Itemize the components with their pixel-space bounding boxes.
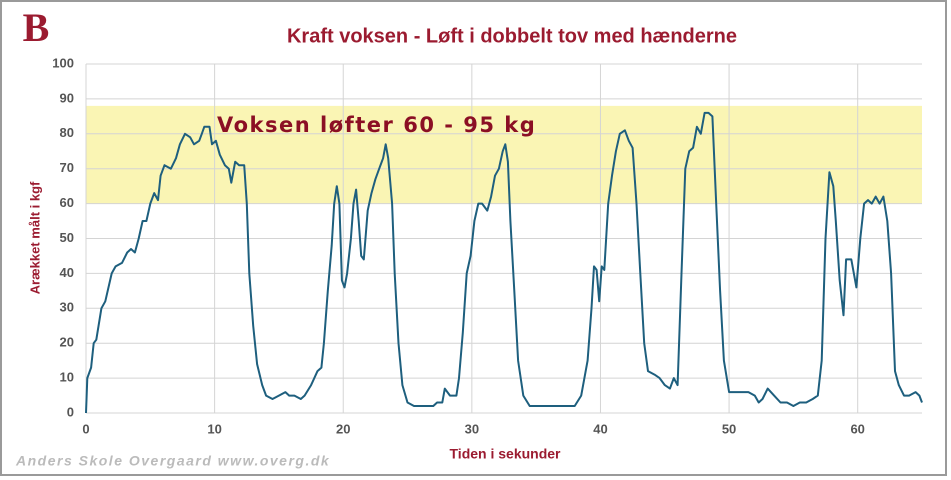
chart-title: Kraft voksen - Løft i dobbelt tov med hæ… bbox=[287, 25, 737, 47]
y-tick-label: 90 bbox=[60, 90, 74, 105]
footer: Anders Skole Overgaard www.overg.dk bbox=[15, 453, 330, 469]
y-tick-label: 40 bbox=[60, 265, 74, 280]
y-tick-label: 30 bbox=[60, 300, 74, 315]
y-tick-label: 70 bbox=[60, 160, 74, 175]
x-tick-label: 30 bbox=[465, 421, 479, 436]
y-tick-label: 10 bbox=[60, 370, 74, 385]
x-axis-label: Tiden i sekunder bbox=[450, 446, 562, 462]
y-tick-label: 60 bbox=[60, 195, 74, 210]
x-tick-label: 40 bbox=[593, 421, 607, 436]
data-line bbox=[85, 111, 923, 414]
annotation: Voksen løfter 60 - 95 kg bbox=[217, 113, 536, 137]
x-tick-label: 0 bbox=[82, 421, 89, 436]
y-tick-label: 0 bbox=[67, 404, 74, 419]
target-band bbox=[86, 105, 922, 204]
y-tick-label: 80 bbox=[60, 125, 74, 140]
x-tick-label: 10 bbox=[207, 421, 221, 436]
plot: 0 10 20 30 40 50 60 70 80 90 100 0 10 20 30 40 50 60 Vokse… bbox=[52, 55, 923, 436]
x-tick-label: 20 bbox=[336, 421, 350, 436]
y-tick-label: 20 bbox=[60, 335, 74, 350]
x-tick-label: 50 bbox=[722, 421, 736, 436]
y-axis-label: Arækket målt i kgf bbox=[27, 181, 42, 294]
logo: B bbox=[23, 5, 50, 50]
y-tick-label: 100 bbox=[52, 55, 74, 70]
y-tick-label: 50 bbox=[60, 230, 74, 245]
x-tick-label: 60 bbox=[850, 421, 864, 436]
